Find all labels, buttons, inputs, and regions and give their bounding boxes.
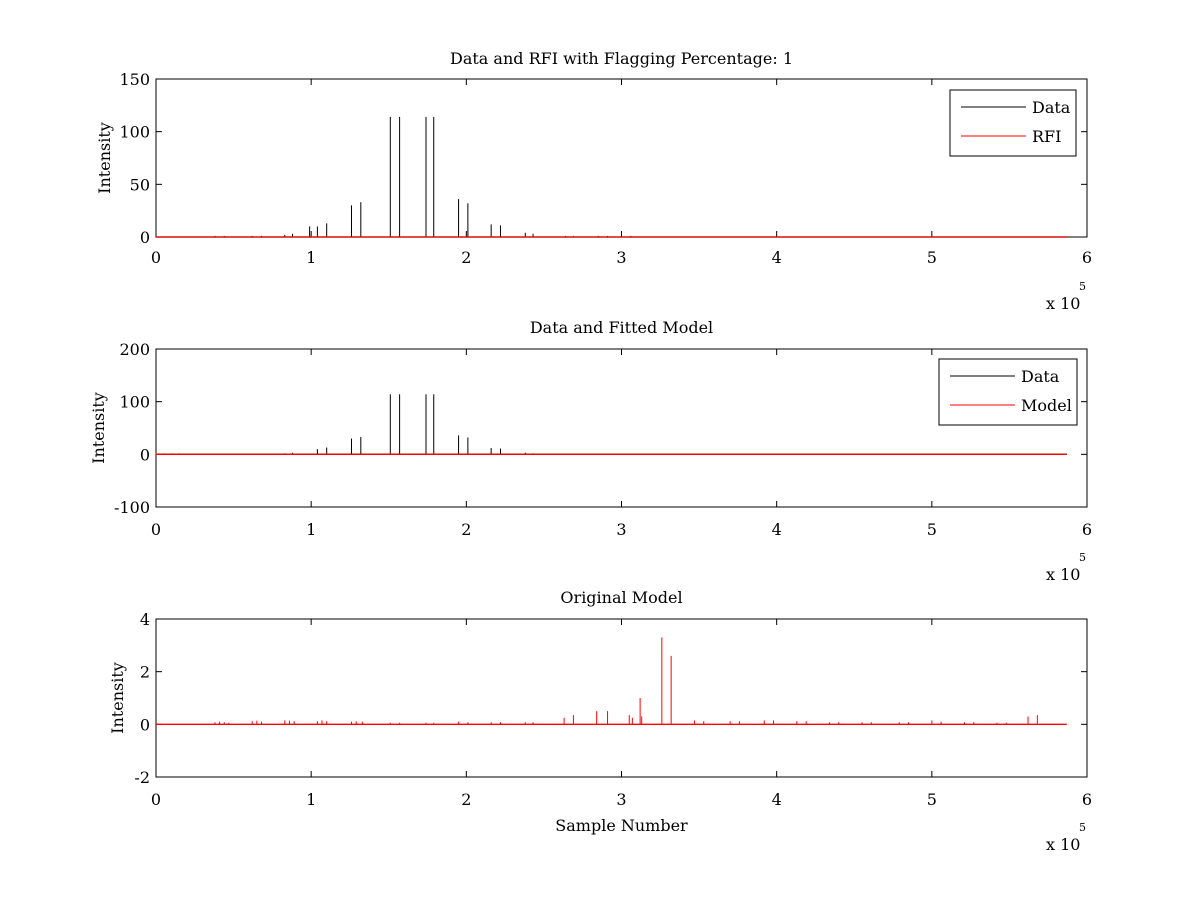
axes-box bbox=[155, 618, 1088, 778]
x-axis-label: Sample Number bbox=[555, 816, 688, 835]
legend: Data Model bbox=[938, 358, 1078, 426]
y-tick-label: 0 bbox=[140, 715, 150, 734]
y-tick-label: 50 bbox=[130, 175, 150, 194]
chart-title: Data and RFI with Flagging Percentage: 1 bbox=[450, 49, 793, 68]
x-tick-label: 1 bbox=[306, 248, 316, 267]
chart-panel-1: Data and RFI with Flagging Percentage: 1… bbox=[95, 49, 1092, 313]
y-axis-label: Intensity bbox=[89, 392, 108, 464]
y-tick-label: 2 bbox=[140, 663, 150, 682]
x-tick-label: 0 bbox=[151, 520, 161, 539]
x-tick-label: 1 bbox=[306, 520, 316, 539]
x-tick-label: 2 bbox=[461, 520, 471, 539]
y-tick-label: 100 bbox=[119, 123, 150, 142]
legend-label: Model bbox=[1021, 396, 1072, 415]
x-scale-multiplier: x 10 bbox=[1046, 835, 1080, 854]
x-scale-multiplier: x 10 bbox=[1046, 294, 1080, 313]
axes-box bbox=[155, 78, 1088, 238]
x-tick-label: 3 bbox=[616, 790, 626, 809]
x-tick-label: 5 bbox=[927, 248, 937, 267]
series-model bbox=[155, 453, 1067, 455]
legend-label: Data bbox=[1032, 98, 1071, 117]
chart-title: Data and Fitted Model bbox=[530, 318, 713, 337]
legend-box bbox=[938, 358, 1078, 426]
x-tick-label: 6 bbox=[1082, 248, 1092, 267]
y-axis-label: Intensity bbox=[108, 662, 127, 734]
x-tick-label: 1 bbox=[306, 790, 316, 809]
x-tick-label: 4 bbox=[772, 248, 782, 267]
x-tick-label: 6 bbox=[1082, 520, 1092, 539]
x-tick-label: 3 bbox=[616, 520, 626, 539]
y-tick-label: 200 bbox=[119, 340, 150, 359]
legend-box bbox=[949, 89, 1077, 157]
x-scale-exponent: 5 bbox=[1079, 280, 1086, 293]
x-scale-exponent: 5 bbox=[1079, 821, 1086, 834]
plot-area bbox=[156, 116, 1067, 238]
x-tick-label: 2 bbox=[461, 248, 471, 267]
y-tick-label: 4 bbox=[140, 610, 150, 629]
y-axis-label: Intensity bbox=[95, 122, 114, 194]
chart-title: Original Model bbox=[560, 588, 682, 607]
x-tick-label: 0 bbox=[151, 248, 161, 267]
x-tick-label: 0 bbox=[151, 790, 161, 809]
axes-box bbox=[155, 348, 1088, 508]
x-tick-label: 4 bbox=[772, 520, 782, 539]
legend: Data RFI bbox=[949, 89, 1077, 157]
y-tick-label: 150 bbox=[119, 70, 150, 89]
x-tick-label: 5 bbox=[927, 790, 937, 809]
x-tick-label: 4 bbox=[772, 790, 782, 809]
x-scale-multiplier: x 10 bbox=[1046, 565, 1080, 584]
x-scale-exponent: 5 bbox=[1079, 551, 1086, 564]
y-tick-label: -2 bbox=[134, 768, 150, 787]
plot-area bbox=[156, 637, 1067, 725]
plot-area bbox=[155, 394, 1067, 455]
y-tick-label: -100 bbox=[114, 498, 150, 517]
y-tick-label: 0 bbox=[140, 445, 150, 464]
x-tick-label: 6 bbox=[1082, 790, 1092, 809]
x-tick-label: 3 bbox=[616, 248, 626, 267]
x-tick-label: 5 bbox=[927, 520, 937, 539]
x-tick-label: 2 bbox=[461, 790, 471, 809]
legend-label: Data bbox=[1021, 367, 1060, 386]
y-tick-label: 100 bbox=[119, 393, 150, 412]
y-tick-label: 0 bbox=[140, 228, 150, 247]
legend-label: RFI bbox=[1032, 127, 1061, 146]
series-model bbox=[156, 637, 1067, 725]
